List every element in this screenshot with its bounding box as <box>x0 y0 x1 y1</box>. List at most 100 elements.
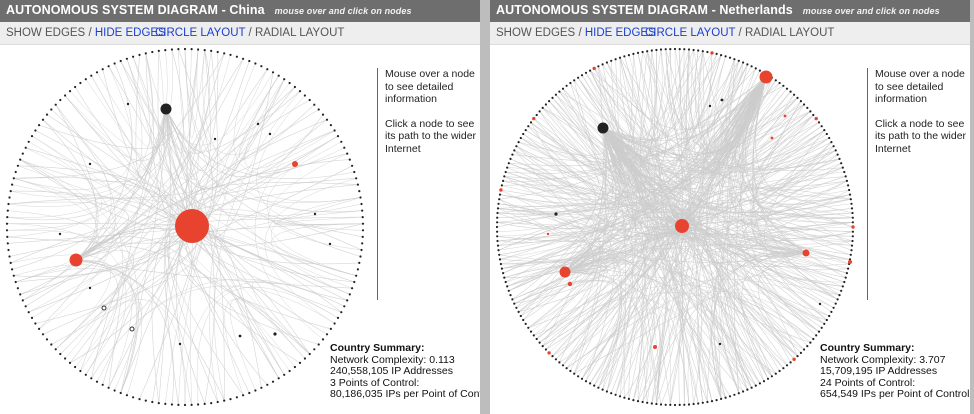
graph-node[interactable] <box>242 394 245 397</box>
graph-node[interactable] <box>361 229 365 232</box>
graph-node[interactable] <box>16 287 19 290</box>
graph-node[interactable] <box>678 48 681 51</box>
graph-node[interactable] <box>715 399 718 402</box>
graph-node[interactable] <box>277 74 280 77</box>
graph-node[interactable] <box>313 103 316 106</box>
graph-node[interactable] <box>529 330 533 333</box>
graph-node[interactable] <box>138 398 141 401</box>
graph-node[interactable] <box>535 337 538 341</box>
graph-node[interactable] <box>69 253 83 267</box>
graph-node[interactable] <box>336 316 340 319</box>
graph-node[interactable] <box>532 334 535 337</box>
graph-node[interactable] <box>216 400 219 404</box>
graph-node[interactable] <box>593 384 596 387</box>
graph-node[interactable] <box>157 49 160 52</box>
graph-node[interactable] <box>329 124 332 127</box>
graph-node[interactable] <box>498 198 501 201</box>
graph-node[interactable] <box>834 149 837 152</box>
graph-node[interactable] <box>160 103 172 115</box>
graph-node[interactable] <box>806 345 809 348</box>
graph-node[interactable] <box>851 230 854 233</box>
graph-node[interactable] <box>522 318 525 322</box>
graph-node[interactable] <box>746 63 749 66</box>
graph-node[interactable] <box>522 132 525 136</box>
graph-node[interactable] <box>697 49 700 52</box>
graph-node[interactable] <box>213 137 217 141</box>
graph-node[interactable] <box>750 386 753 389</box>
graph-node[interactable] <box>683 48 686 51</box>
graph-node[interactable] <box>101 68 104 71</box>
graph-node[interactable] <box>6 209 9 212</box>
show-edges-link[interactable]: SHOW EDGES <box>6 27 86 39</box>
graph-node[interactable] <box>577 375 580 378</box>
graph-node[interactable] <box>754 67 757 70</box>
graph-node[interactable] <box>737 59 740 62</box>
graph-node[interactable] <box>361 242 364 245</box>
graph-node[interactable] <box>11 183 14 186</box>
graph-node[interactable] <box>242 57 245 60</box>
graph-node[interactable] <box>499 188 503 192</box>
graph-node[interactable] <box>841 285 844 288</box>
radial-layout-link[interactable]: RADIAL LAYOUT <box>254 27 345 39</box>
graph-node[interactable] <box>235 55 238 58</box>
graph-node[interactable] <box>812 113 815 117</box>
graph-node[interactable] <box>517 141 520 144</box>
graph-node[interactable] <box>303 357 306 360</box>
graph-node[interactable] <box>19 293 22 296</box>
graph-node[interactable] <box>673 47 677 51</box>
graph-node[interactable] <box>710 400 714 403</box>
graph-node[interactable] <box>19 158 22 161</box>
graph-node[interactable] <box>95 380 99 383</box>
graph-node[interactable] <box>554 93 557 96</box>
graph-node[interactable] <box>496 216 499 219</box>
graph-node[interactable] <box>503 175 506 178</box>
graph-node[interactable] <box>90 377 93 380</box>
graph-node[interactable] <box>601 63 604 66</box>
graph-node[interactable] <box>554 212 558 216</box>
graph-node[interactable] <box>820 326 823 329</box>
graph-node[interactable] <box>515 306 518 309</box>
graph-node[interactable] <box>321 338 325 341</box>
graph-node[interactable] <box>343 305 346 308</box>
graph-node[interactable] <box>809 110 812 113</box>
graph-node[interactable] <box>708 104 712 108</box>
graph-node[interactable] <box>720 54 723 57</box>
graph-node[interactable] <box>497 202 500 205</box>
graph-node[interactable] <box>346 299 349 302</box>
graph-node[interactable] <box>697 402 700 405</box>
graph-node[interactable] <box>361 235 364 238</box>
graph-node[interactable] <box>618 56 622 59</box>
graph-node[interactable] <box>333 129 336 132</box>
graph-node[interactable] <box>500 267 503 270</box>
graph-node[interactable] <box>495 225 499 229</box>
graph-node[interactable] <box>541 106 544 109</box>
show-edges-link[interactable]: SHOW EDGES <box>496 27 576 39</box>
graph-node[interactable] <box>248 59 251 63</box>
graph-node[interactable] <box>355 177 358 180</box>
graph-node[interactable] <box>547 351 551 355</box>
graph-node[interactable] <box>742 390 745 393</box>
graph-node[interactable] <box>361 222 365 225</box>
graph-node[interactable] <box>803 103 806 106</box>
graph-node[interactable] <box>321 113 325 116</box>
graph-node[interactable] <box>126 102 130 106</box>
graph-node[interactable] <box>325 333 329 336</box>
graph-node[interactable] <box>802 249 810 257</box>
graph-node[interactable] <box>832 306 835 309</box>
graph-node[interactable] <box>21 152 24 155</box>
graph-node[interactable] <box>356 268 359 271</box>
graph-node[interactable] <box>229 53 232 56</box>
graph-node[interactable] <box>701 50 704 53</box>
graph-node[interactable] <box>627 397 630 400</box>
graph-node[interactable] <box>283 78 286 81</box>
graph-node[interactable] <box>11 268 14 271</box>
graph-node[interactable] <box>313 212 317 216</box>
graph-node[interactable] <box>799 100 802 103</box>
graph-node[interactable] <box>308 352 311 356</box>
circle-layout-link[interactable]: CIRCLE LAYOUT <box>645 27 736 39</box>
hide-edges-link[interactable]: HIDE EDGES <box>94 27 166 39</box>
graph-node[interactable] <box>328 242 332 246</box>
graph-node[interactable] <box>558 90 561 93</box>
graph-node[interactable] <box>828 136 831 140</box>
graph-node[interactable] <box>653 345 657 349</box>
